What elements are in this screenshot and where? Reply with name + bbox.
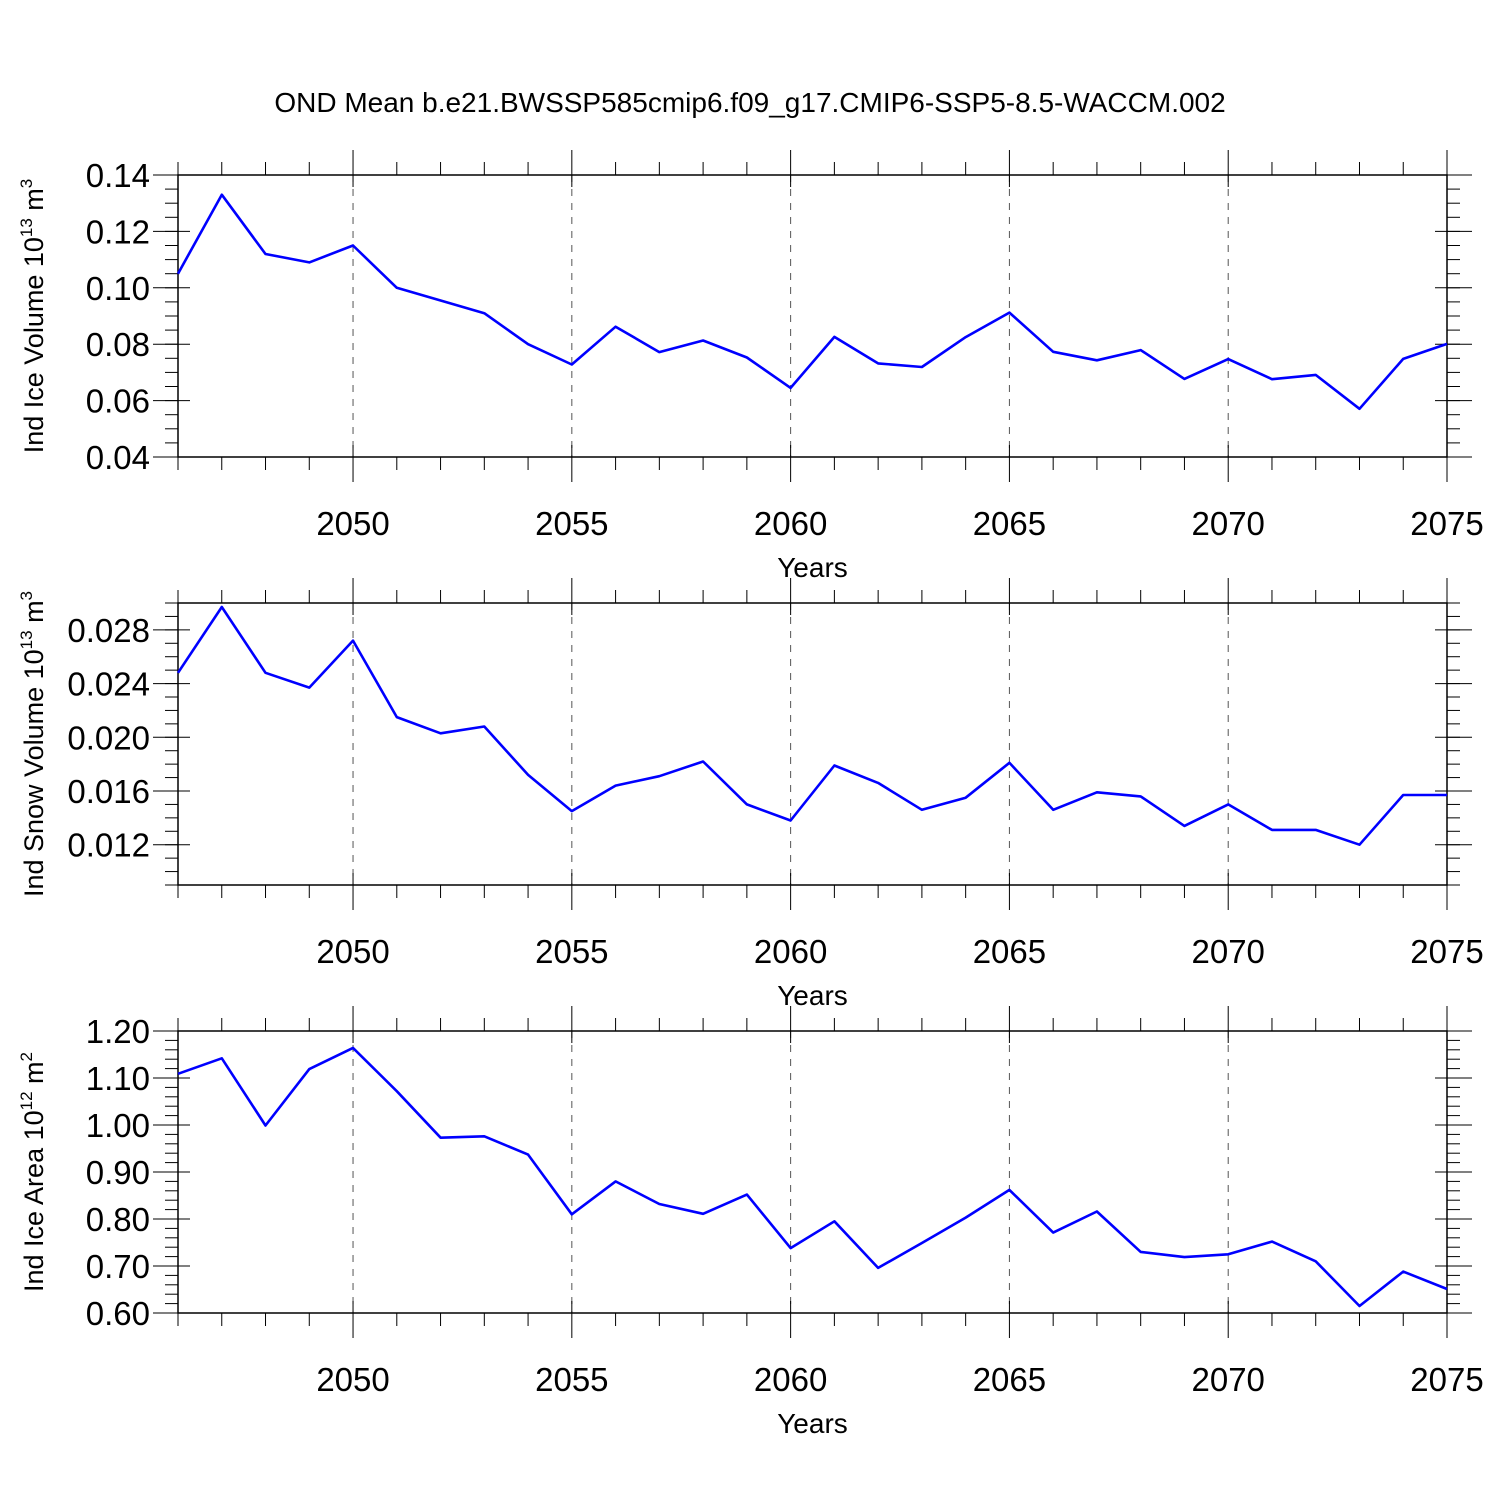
x-tick-label: 2070 [1191, 933, 1264, 970]
y-tick-label: 0.06 [86, 383, 150, 420]
x-tick-label: 2060 [754, 505, 827, 542]
plot-frame [177, 602, 1448, 886]
panel-2: 0.012 0.016 0.020 0.024 0.028 2050 2055 2060 206… [17, 578, 1484, 1011]
x-tick-label: 2060 [754, 933, 827, 970]
x-tick-label: 2055 [535, 505, 608, 542]
series-line [177, 1046, 1448, 1308]
x-tick-label: 2050 [316, 933, 389, 970]
y-tick-label: 0.12 [86, 213, 150, 250]
x-tick-label: 2055 [535, 933, 608, 970]
x-axis-label: Years [777, 980, 848, 1011]
x-tick-label: 2075 [1410, 933, 1483, 970]
y-tick-label: 1.20 [86, 1013, 150, 1050]
x-tick-label: 2065 [973, 933, 1046, 970]
plot-frame [177, 174, 1448, 458]
y-tick-label: 1.00 [86, 1107, 150, 1144]
y-tick-label: 0.024 [67, 666, 150, 703]
y-tick-label: 0.90 [86, 1154, 150, 1191]
y-tick-label: 0.80 [86, 1201, 150, 1238]
y-tick-label: 0.04 [86, 439, 150, 476]
x-tick-label: 2050 [316, 505, 389, 542]
y-tick-label: 0.14 [86, 157, 150, 194]
y-tick-label: 0.012 [67, 827, 150, 864]
x-axis-label: Years [777, 552, 848, 583]
x-tick-label: 2050 [316, 1361, 389, 1398]
y-tick-label: 0.020 [67, 719, 150, 756]
series-line [176, 605, 1447, 847]
x-tick-label: 2070 [1191, 1361, 1264, 1398]
y-tick-label: 1.10 [86, 1060, 150, 1097]
y-tick-label: 0.016 [67, 773, 150, 810]
x-tick-label: 2070 [1191, 505, 1264, 542]
series-line [176, 193, 1448, 411]
x-tick-label: 2075 [1410, 505, 1483, 542]
x-tick-label: 2060 [754, 1361, 827, 1398]
y-axis-label: Ind Ice Volume 1013 m3 [17, 179, 49, 454]
x-tick-label: 2055 [535, 1361, 608, 1398]
y-axis-label: Ind Ice Area 1012 m2 [17, 1052, 49, 1292]
y-tick-label: 0.08 [86, 326, 150, 363]
y-tick-label: 0.10 [86, 270, 150, 307]
plot-frame [177, 1030, 1448, 1314]
x-tick-label: 2075 [1410, 1361, 1483, 1398]
chart-title: OND Mean b.e21.BWSSP585cmip6.f09_g17.CMI… [274, 87, 1225, 118]
y-axis-label: Ind Snow Volume 1013 m3 [17, 591, 49, 897]
x-tick-label: 2065 [973, 505, 1046, 542]
y-tick-label: 0.60 [86, 1295, 150, 1332]
y-tick-label: 0.70 [86, 1248, 150, 1285]
panel-3: 0.60 0.70 0.80 0.90 1.00 1.10 1.20 2050 2055 2060… [17, 1006, 1484, 1439]
x-axis-label: Years [777, 1408, 848, 1439]
x-tick-label: 2065 [973, 1361, 1046, 1398]
panel-1: 0.04 0.06 0.08 0.10 0.12 0.14 2050 2055 2060 2065… [17, 150, 1484, 583]
y-tick-label: 0.028 [67, 612, 150, 649]
